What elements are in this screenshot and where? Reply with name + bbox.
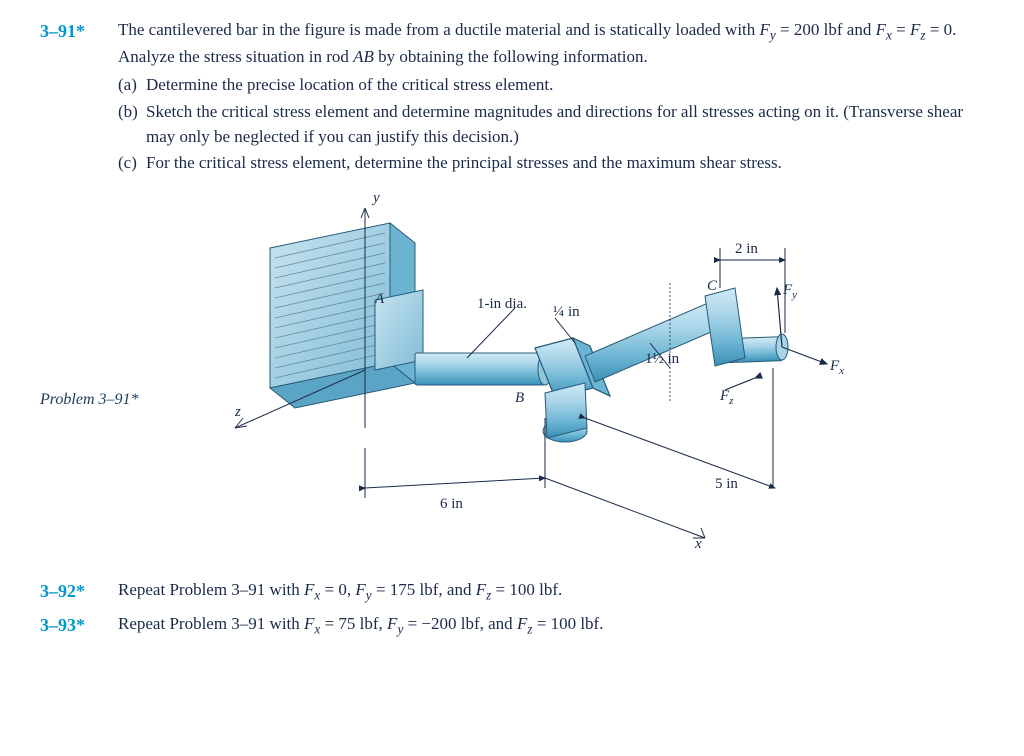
problem-body: Repeat Problem 3–91 with Fx = 75 lbf, Fy… bbox=[118, 612, 984, 639]
label-six-in: 6 in bbox=[440, 496, 463, 512]
figure-3-91: Problem 3–91* bbox=[40, 188, 984, 568]
var-fy: F bbox=[760, 20, 770, 39]
problem-3-92: 3–92* Repeat Problem 3–91 with Fx = 0, F… bbox=[40, 578, 984, 605]
label-dia: 1-in dia. bbox=[477, 296, 527, 312]
label-fz: Fz bbox=[719, 388, 734, 407]
problem-3-91: 3–91* The cantilevered bar in the figure… bbox=[40, 18, 984, 178]
label-fx: Fx bbox=[829, 358, 844, 377]
label-five-in: 5 in bbox=[715, 476, 738, 492]
label-two-in: 2 in bbox=[735, 241, 758, 257]
problem-number: 3–91* bbox=[40, 18, 118, 44]
figure-reference-label: Problem 3–91* bbox=[40, 388, 139, 411]
problem-number: 3–93* bbox=[40, 612, 118, 638]
sub-items: (a) Determine the precise location of th… bbox=[118, 73, 984, 176]
item-b: (b) Sketch the critical stress element a… bbox=[118, 100, 984, 149]
arm-bc bbox=[585, 299, 728, 382]
problem-number: 3–92* bbox=[40, 578, 118, 604]
axis-y-label: y bbox=[371, 190, 380, 206]
cantilever-diagram: y z x A B C 1-in dia. ¼ in 1½ in 2 in 5 … bbox=[215, 188, 855, 568]
label-c: C bbox=[707, 278, 718, 294]
axis-x-label: x bbox=[694, 536, 702, 552]
item-a: (a) Determine the precise location of th… bbox=[118, 73, 984, 98]
label-quarter-in: ¼ in bbox=[553, 304, 580, 320]
label-one-half-in: 1½ in bbox=[645, 351, 680, 367]
axis-z-label: z bbox=[234, 404, 241, 420]
label-b: B bbox=[515, 390, 524, 406]
problem-body: Repeat Problem 3–91 with Fx = 0, Fy = 17… bbox=[118, 578, 984, 605]
problem-body: The cantilevered bar in the figure is ma… bbox=[118, 18, 984, 178]
item-c: (c) For the critical stress element, det… bbox=[118, 151, 984, 176]
label-fy: Fy bbox=[782, 282, 797, 301]
pin-c bbox=[705, 288, 788, 366]
label-a: A bbox=[374, 291, 385, 307]
text: The cantilevered bar in the figure is ma… bbox=[118, 20, 760, 39]
problem-3-93: 3–93* Repeat Problem 3–91 with Fx = 75 l… bbox=[40, 612, 984, 639]
rod-ab bbox=[415, 353, 552, 385]
